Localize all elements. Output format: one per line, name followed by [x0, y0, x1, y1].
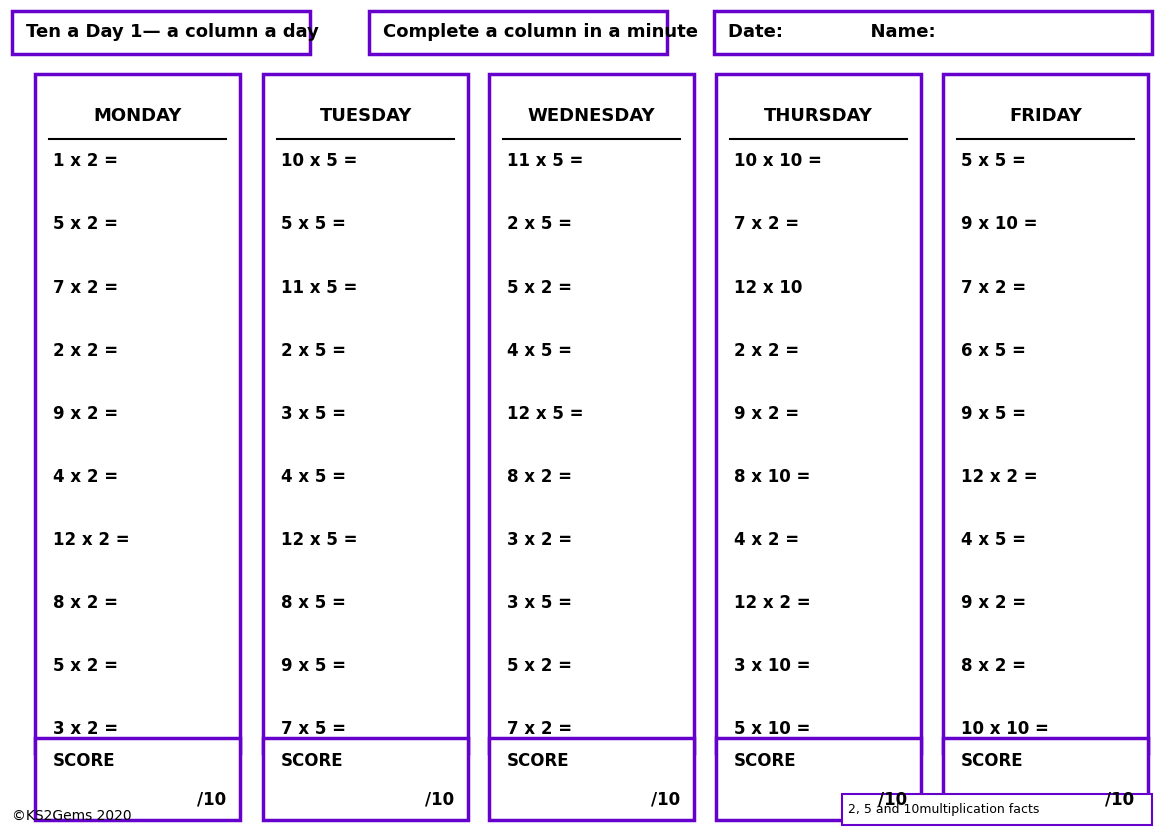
Text: 2 x 5 =: 2 x 5 = — [281, 342, 346, 360]
Text: 9 x 5 =: 9 x 5 = — [961, 404, 1026, 423]
FancyBboxPatch shape — [489, 738, 694, 820]
Text: Date:              Name:: Date: Name: — [728, 23, 935, 41]
Text: 1 x 2 =: 1 x 2 = — [53, 152, 118, 170]
Text: SCORE: SCORE — [734, 752, 797, 770]
Text: 4 x 5 =: 4 x 5 = — [961, 531, 1026, 549]
Text: 3 x 2 =: 3 x 2 = — [53, 720, 118, 739]
Text: 12 x 2 =: 12 x 2 = — [53, 531, 129, 549]
Text: 3 x 10 =: 3 x 10 = — [734, 657, 810, 676]
Text: 5 x 2 =: 5 x 2 = — [53, 657, 118, 676]
Text: 11 x 5 =: 11 x 5 = — [281, 279, 357, 297]
Text: 2, 5 and 10multiplication facts: 2, 5 and 10multiplication facts — [848, 803, 1040, 816]
Text: SCORE: SCORE — [507, 752, 570, 770]
Text: 4 x 5 =: 4 x 5 = — [281, 468, 346, 486]
FancyBboxPatch shape — [35, 74, 240, 753]
Text: 8 x 2 =: 8 x 2 = — [53, 594, 118, 612]
FancyBboxPatch shape — [716, 738, 921, 820]
Text: 6 x 5 =: 6 x 5 = — [961, 342, 1025, 360]
Text: 12 x 5 =: 12 x 5 = — [507, 404, 583, 423]
Text: 9 x 2 =: 9 x 2 = — [961, 594, 1026, 612]
Text: 5 x 5 =: 5 x 5 = — [281, 215, 345, 233]
FancyBboxPatch shape — [714, 11, 1152, 54]
Text: 8 x 2 =: 8 x 2 = — [507, 468, 572, 486]
Text: 10 x 10 =: 10 x 10 = — [734, 152, 821, 170]
FancyBboxPatch shape — [369, 11, 667, 54]
Text: /10: /10 — [651, 791, 680, 809]
Text: 3 x 5 =: 3 x 5 = — [507, 594, 572, 612]
Text: 12 x 5 =: 12 x 5 = — [281, 531, 357, 549]
Text: 5 x 2 =: 5 x 2 = — [507, 657, 572, 676]
FancyBboxPatch shape — [35, 738, 240, 820]
Text: 4 x 5 =: 4 x 5 = — [507, 342, 572, 360]
Text: 9 x 2 =: 9 x 2 = — [53, 404, 118, 423]
Text: 8 x 2 =: 8 x 2 = — [961, 657, 1026, 676]
Text: 5 x 10 =: 5 x 10 = — [734, 720, 810, 739]
Text: 2 x 2 =: 2 x 2 = — [53, 342, 118, 360]
FancyBboxPatch shape — [489, 74, 694, 753]
Text: 5 x 5 =: 5 x 5 = — [961, 152, 1025, 170]
Text: 8 x 10 =: 8 x 10 = — [734, 468, 810, 486]
Text: 8 x 5 =: 8 x 5 = — [281, 594, 345, 612]
FancyBboxPatch shape — [716, 74, 921, 753]
Text: /10: /10 — [197, 791, 226, 809]
Text: Ten a Day 1— a column a day: Ten a Day 1— a column a day — [26, 23, 318, 41]
Text: Complete a column in a minute: Complete a column in a minute — [383, 23, 697, 41]
Text: /10: /10 — [878, 791, 907, 809]
Text: 3 x 5 =: 3 x 5 = — [281, 404, 346, 423]
Text: 9 x 2 =: 9 x 2 = — [734, 404, 799, 423]
Text: 12 x 2 =: 12 x 2 = — [734, 594, 810, 612]
Text: 9 x 5 =: 9 x 5 = — [281, 657, 346, 676]
Text: /10: /10 — [1104, 791, 1134, 809]
FancyBboxPatch shape — [842, 794, 1152, 825]
Text: 12 x 10: 12 x 10 — [734, 279, 801, 297]
Text: 4 x 2 =: 4 x 2 = — [734, 531, 799, 549]
FancyBboxPatch shape — [12, 11, 310, 54]
FancyBboxPatch shape — [943, 738, 1148, 820]
Text: 2 x 2 =: 2 x 2 = — [734, 342, 799, 360]
Text: 11 x 5 =: 11 x 5 = — [507, 152, 583, 170]
Text: 5 x 2 =: 5 x 2 = — [507, 279, 572, 297]
FancyBboxPatch shape — [943, 74, 1148, 753]
Text: WEDNESDAY: WEDNESDAY — [528, 107, 655, 125]
Text: 7 x 2 =: 7 x 2 = — [734, 215, 799, 233]
Text: SCORE: SCORE — [53, 752, 116, 770]
Text: 9 x 10 =: 9 x 10 = — [961, 215, 1037, 233]
Text: 10 x 5 =: 10 x 5 = — [281, 152, 357, 170]
Text: 7 x 5 =: 7 x 5 = — [281, 720, 346, 739]
Text: 12 x 2 =: 12 x 2 = — [961, 468, 1037, 486]
Text: 7 x 2 =: 7 x 2 = — [961, 279, 1026, 297]
FancyBboxPatch shape — [263, 738, 468, 820]
Text: SCORE: SCORE — [961, 752, 1024, 770]
Text: 7 x 2 =: 7 x 2 = — [53, 279, 118, 297]
Text: ©KS2Gems 2020: ©KS2Gems 2020 — [12, 809, 131, 823]
Text: 5 x 2 =: 5 x 2 = — [53, 215, 118, 233]
FancyBboxPatch shape — [263, 74, 468, 753]
Text: MONDAY: MONDAY — [94, 107, 181, 125]
Text: THURSDAY: THURSDAY — [764, 107, 873, 125]
Text: 2 x 5 =: 2 x 5 = — [507, 215, 572, 233]
Text: FRIDAY: FRIDAY — [1009, 107, 1082, 125]
Text: 3 x 2 =: 3 x 2 = — [507, 531, 572, 549]
Text: SCORE: SCORE — [281, 752, 344, 770]
Text: TUESDAY: TUESDAY — [319, 107, 412, 125]
Text: 10 x 10 =: 10 x 10 = — [961, 720, 1048, 739]
Text: 4 x 2 =: 4 x 2 = — [53, 468, 118, 486]
Text: 7 x 2 =: 7 x 2 = — [507, 720, 572, 739]
Text: /10: /10 — [425, 791, 454, 809]
